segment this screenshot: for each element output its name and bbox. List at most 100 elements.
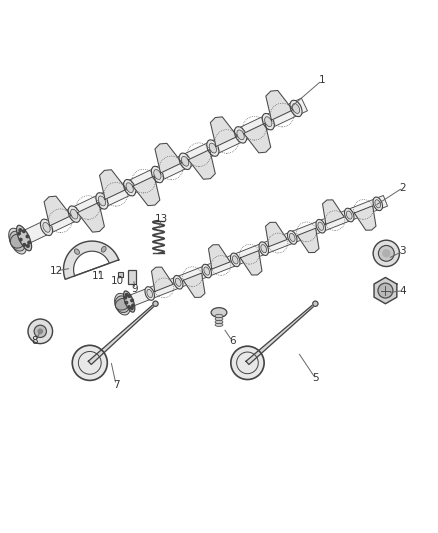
Ellipse shape (316, 220, 325, 233)
Ellipse shape (211, 308, 227, 317)
Ellipse shape (262, 114, 274, 130)
Text: 1: 1 (318, 75, 325, 85)
Polygon shape (244, 123, 271, 153)
Circle shape (131, 299, 134, 302)
Ellipse shape (173, 276, 183, 289)
Circle shape (128, 295, 131, 297)
Text: 7: 7 (113, 379, 120, 390)
Circle shape (313, 301, 318, 306)
Ellipse shape (96, 193, 108, 209)
Ellipse shape (147, 289, 152, 297)
Ellipse shape (346, 211, 352, 219)
Circle shape (22, 230, 25, 232)
Bar (118, 272, 123, 277)
Polygon shape (354, 206, 376, 230)
Circle shape (378, 246, 394, 261)
Circle shape (125, 294, 128, 296)
Circle shape (128, 306, 131, 309)
Text: 2: 2 (399, 183, 406, 192)
Ellipse shape (181, 156, 189, 166)
Polygon shape (188, 150, 215, 179)
Ellipse shape (373, 197, 382, 211)
Ellipse shape (68, 206, 80, 222)
Circle shape (124, 296, 127, 299)
Polygon shape (152, 267, 173, 292)
Polygon shape (210, 117, 237, 147)
Text: 11: 11 (92, 271, 105, 281)
Ellipse shape (237, 130, 244, 140)
Polygon shape (183, 273, 205, 297)
Text: 13: 13 (155, 214, 168, 224)
Text: 10: 10 (111, 276, 124, 286)
Text: 6: 6 (229, 336, 236, 346)
Circle shape (28, 241, 31, 244)
Ellipse shape (152, 166, 163, 183)
Polygon shape (246, 303, 316, 365)
Ellipse shape (290, 233, 295, 241)
Ellipse shape (202, 264, 212, 278)
Circle shape (125, 301, 127, 304)
Ellipse shape (9, 228, 26, 254)
Ellipse shape (74, 249, 80, 254)
Ellipse shape (71, 209, 78, 219)
Bar (128, 270, 136, 284)
Ellipse shape (215, 323, 223, 327)
Polygon shape (155, 143, 182, 173)
Ellipse shape (175, 278, 181, 286)
Text: 12: 12 (49, 266, 63, 276)
Ellipse shape (126, 183, 133, 192)
Circle shape (28, 319, 53, 344)
Circle shape (19, 238, 22, 241)
Ellipse shape (10, 231, 25, 251)
Ellipse shape (145, 287, 155, 300)
Circle shape (378, 283, 393, 298)
Ellipse shape (261, 245, 267, 253)
Ellipse shape (215, 314, 223, 318)
Circle shape (23, 244, 26, 246)
Ellipse shape (154, 169, 161, 180)
Polygon shape (21, 98, 307, 244)
Ellipse shape (43, 222, 50, 232)
Ellipse shape (265, 117, 272, 127)
Text: 4: 4 (399, 286, 406, 296)
Ellipse shape (98, 196, 106, 206)
Ellipse shape (290, 100, 302, 117)
Polygon shape (374, 278, 397, 304)
Ellipse shape (233, 256, 238, 264)
Ellipse shape (179, 153, 191, 169)
Ellipse shape (259, 242, 268, 255)
Text: 9: 9 (131, 284, 138, 294)
Polygon shape (208, 245, 230, 269)
Circle shape (132, 304, 134, 307)
Polygon shape (127, 196, 388, 307)
Ellipse shape (209, 143, 216, 153)
Ellipse shape (17, 225, 32, 251)
Polygon shape (64, 241, 119, 279)
Ellipse shape (292, 103, 300, 114)
Polygon shape (240, 251, 262, 275)
Polygon shape (88, 303, 156, 365)
Ellipse shape (101, 246, 106, 252)
Ellipse shape (124, 291, 135, 312)
Circle shape (19, 229, 21, 231)
Polygon shape (44, 196, 71, 226)
Ellipse shape (234, 127, 247, 143)
Circle shape (38, 329, 42, 334)
Polygon shape (78, 203, 104, 232)
Circle shape (153, 301, 158, 306)
Ellipse shape (215, 317, 223, 321)
Ellipse shape (230, 253, 240, 266)
Ellipse shape (345, 208, 354, 222)
Circle shape (18, 232, 20, 235)
Ellipse shape (318, 222, 324, 230)
Circle shape (373, 240, 399, 266)
Ellipse shape (375, 200, 381, 208)
Polygon shape (133, 176, 160, 206)
Polygon shape (297, 228, 319, 253)
Circle shape (26, 235, 29, 238)
Ellipse shape (204, 267, 209, 275)
Text: 8: 8 (32, 336, 39, 346)
Circle shape (231, 346, 264, 379)
Circle shape (27, 245, 29, 247)
Ellipse shape (207, 140, 219, 156)
